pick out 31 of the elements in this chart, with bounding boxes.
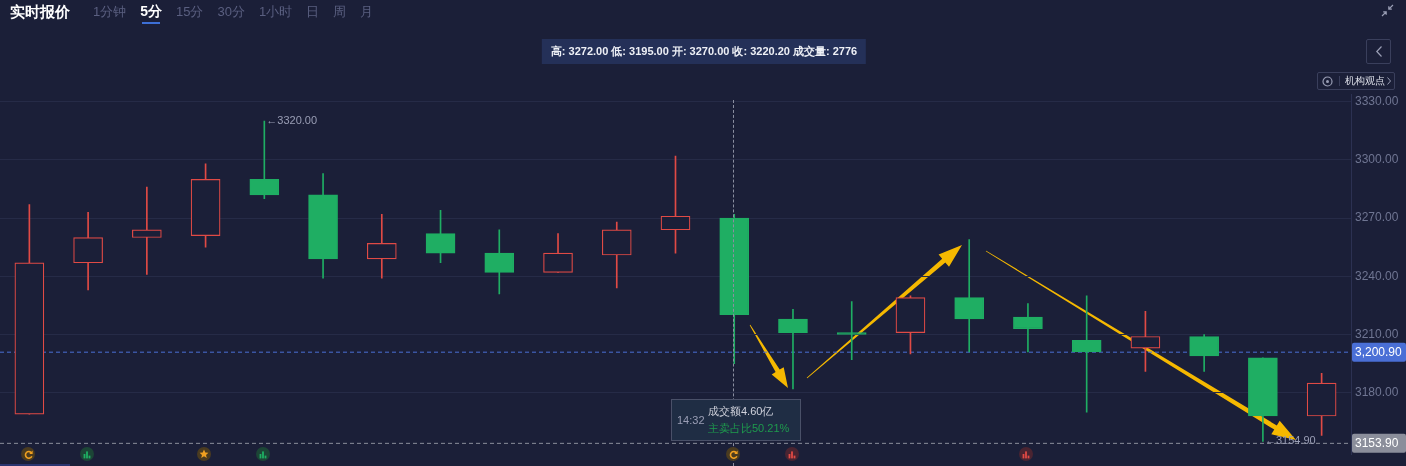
annotation: ←3320.00 (266, 114, 318, 127)
candlestick (1071, 295, 1102, 413)
candlestick (954, 239, 985, 353)
y-tick-label: 3240.00 (1355, 268, 1399, 283)
text: 1分钟 (93, 3, 127, 21)
candlestick (836, 301, 867, 361)
ref-line-label: 3153.90 (1355, 436, 1399, 451)
chart-subtitle: 高: 3272.00 低: 3195.00 开: 3270.00 收: 3220.20 成交量: 2776 (550, 45, 858, 57)
text: 周 (333, 3, 347, 21)
ref-line-label: 3,200.90 (1355, 345, 1403, 359)
y-tick-label: 3180.00 (1355, 385, 1399, 400)
y-tick-label: 3210.00 (1355, 326, 1399, 341)
candlestick (778, 308, 808, 390)
y-tick-label: 3300.00 (1355, 152, 1399, 167)
y-tick-label: 3330.00 (1355, 94, 1399, 109)
candlestick (132, 186, 162, 275)
info-box: 高: 3272.00 低: 3195.00 开: 3270.00 收: 3220.20 成交量: 2776 (541, 39, 867, 64)
text: 5分 (140, 3, 163, 21)
candlestick (1013, 303, 1043, 353)
y-tick-label: 3270.00 (1355, 210, 1399, 225)
text: 日 (306, 3, 320, 21)
text: 15分 (176, 3, 204, 21)
annotation: 成交额4.60亿 (708, 404, 774, 418)
annotation: 主卖占比50.21% (708, 421, 790, 435)
candlestick (366, 213, 397, 279)
text: 30分 (217, 3, 245, 21)
annotation: 14:32 (677, 413, 705, 427)
view-button: 机构观点 (1317, 72, 1395, 90)
text: 月 (360, 3, 374, 21)
chart-title: 实时报价 (10, 3, 70, 21)
text: 1小时 (258, 3, 293, 21)
